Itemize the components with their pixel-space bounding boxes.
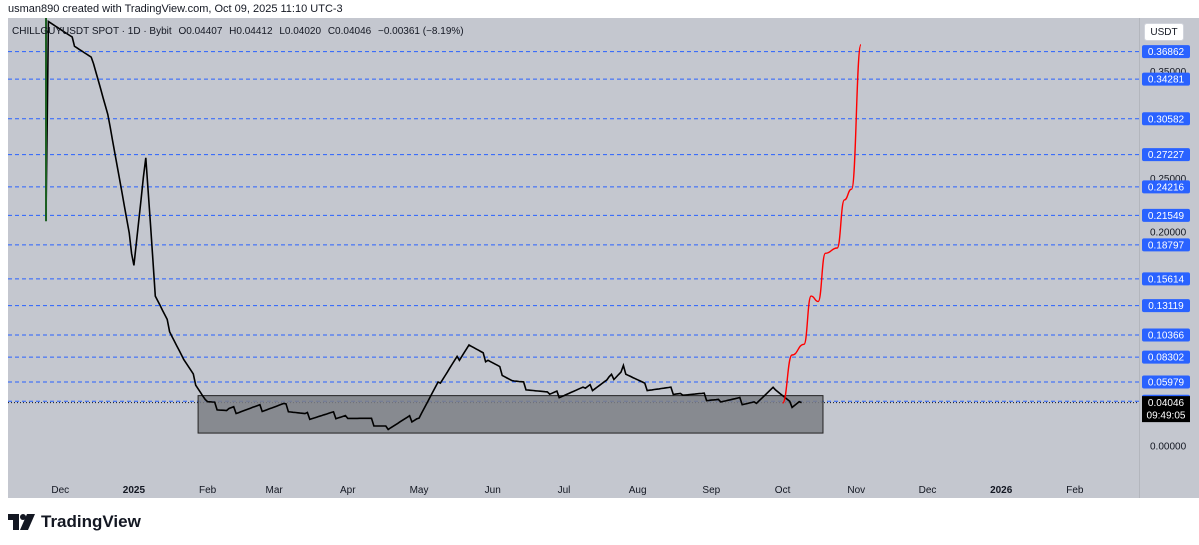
legend-close: C0.04046 xyxy=(327,26,372,37)
author-caption: usman890 created with TradingView.com, O… xyxy=(8,3,343,15)
accumulation-zone xyxy=(197,395,824,434)
level-labels: 0.36862 0.34281 0.30582 0.27227 0.24216 0.215… xyxy=(1142,45,1190,423)
current-price-label: 0.04046 xyxy=(1148,398,1185,409)
projection-line xyxy=(781,44,862,404)
level-label-bg xyxy=(1142,180,1190,194)
footer: TradingView xyxy=(0,498,1199,545)
x-tick: Apr xyxy=(340,485,356,496)
x-tick: Nov xyxy=(847,485,865,496)
x-tick: Feb xyxy=(1066,485,1084,496)
x-tick: May xyxy=(410,485,429,496)
level-label: 0.30582 xyxy=(1148,114,1185,125)
x-tick: Jul xyxy=(558,485,571,496)
level-label-bg xyxy=(1142,299,1190,313)
level-label-bg xyxy=(1142,375,1190,389)
level-label: 0.24216 xyxy=(1148,182,1185,193)
x-tick: 2026 xyxy=(990,485,1013,496)
x-tick: Dec xyxy=(51,485,69,496)
price-series xyxy=(45,18,802,431)
level-label-bg xyxy=(1142,72,1190,86)
top-bar: usman890 created with TradingView.com, O… xyxy=(0,0,1199,18)
level-lines xyxy=(8,51,1139,404)
x-tick: Aug xyxy=(629,485,647,496)
legend-symbol[interactable]: CHILLGUYUSDT SPOT · 1D · Bybit xyxy=(12,26,172,37)
level-label-bg xyxy=(1142,238,1190,252)
level-label: 0.34281 xyxy=(1148,75,1185,86)
tradingview-logo-icon xyxy=(8,514,35,530)
level-label-bg xyxy=(1142,350,1190,364)
x-tick: Jun xyxy=(485,485,501,496)
tradingview-wordmark: TradingView xyxy=(41,512,141,531)
level-label: 0.15614 xyxy=(1148,274,1185,285)
level-label: 0.36862 xyxy=(1148,47,1185,58)
x-tick: Sep xyxy=(702,485,720,496)
legend-low: L0.04020 xyxy=(279,26,322,37)
legend-high: H0.04412 xyxy=(229,26,273,37)
x-axis-ticks: Dec 2025 Feb Mar Apr May Jun Jul Aug Sep Oct Nov Dec… xyxy=(51,485,1084,496)
x-tick: Mar xyxy=(266,485,284,496)
price-line xyxy=(45,20,802,431)
x-tick: 2025 xyxy=(123,485,146,496)
level-label: 0.18797 xyxy=(1148,240,1185,251)
y-tick: 0.25000 xyxy=(1150,174,1187,185)
level-label: 0.27227 xyxy=(1148,150,1185,161)
x-tick: Oct xyxy=(775,485,791,496)
y-tick: 0.00000 xyxy=(1150,441,1187,452)
legend-change: −0.00361 (−8.19%) xyxy=(377,26,464,37)
projection-series xyxy=(781,44,862,404)
legend-open: O0.04407 xyxy=(178,26,223,37)
level-label: 0.08302 xyxy=(1148,353,1185,364)
level-label-bg xyxy=(1142,208,1190,222)
level-label-bg xyxy=(1142,272,1190,286)
y-tick: 0.20000 xyxy=(1150,227,1187,238)
symbol-legend: CHILLGUYUSDT SPOT · 1D · Bybit O0.04407 … xyxy=(12,26,468,37)
level-label: 0.21549 xyxy=(1148,211,1185,222)
level-label-bg xyxy=(1142,112,1190,126)
tradingview-logo[interactable]: TradingView xyxy=(8,512,141,532)
currency-button[interactable]: USDT xyxy=(1144,23,1184,41)
level-label: 0.13119 xyxy=(1148,301,1184,312)
y-axis-ticks: 0.35000 0.25000 0.20000 0.00000 xyxy=(1150,67,1187,452)
countdown-label: 09:49:05 xyxy=(1147,411,1186,422)
x-tick: Dec xyxy=(919,485,937,496)
x-tick: Feb xyxy=(199,485,217,496)
level-label: 0.10366 xyxy=(1148,331,1185,342)
current-price-label-bg xyxy=(1142,396,1190,423)
level-label-bg xyxy=(1142,328,1190,342)
y-tick: 0.35000 xyxy=(1150,67,1187,78)
level-label: 0.05979 xyxy=(1148,377,1185,388)
level-label-bg xyxy=(1142,148,1190,162)
level-label-bg xyxy=(1142,45,1190,59)
